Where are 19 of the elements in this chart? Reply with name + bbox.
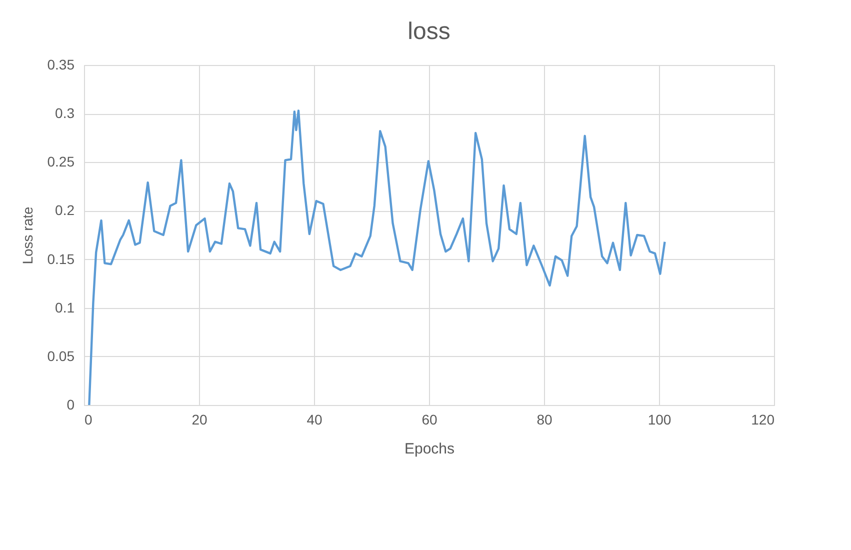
y-tick-label: 0.3: [55, 105, 75, 122]
y-tick-label: 0: [66, 396, 75, 412]
x-tick-label: 20: [192, 412, 208, 428]
line-series: [88, 110, 666, 406]
x-tick-label: 80: [536, 412, 552, 428]
y-tick-label: 0.35: [47, 56, 75, 72]
x-tick-label: 40: [306, 412, 322, 428]
y-tick-label: 0.2: [55, 202, 75, 218]
y-tick-label: 0.15: [47, 250, 75, 267]
x-tick-label: 100: [648, 412, 672, 428]
y-tick-label: 0.05: [47, 348, 75, 364]
y-tick-label: 0.1: [55, 299, 75, 316]
x-tick-label: 60: [422, 412, 438, 428]
y-tick-label: 0.25: [47, 154, 75, 170]
y-axis-title: Loss rate: [19, 206, 36, 264]
chart-title: loss: [408, 18, 450, 45]
x-axis-title: Epochs: [404, 440, 455, 458]
x-tick-label: 0: [84, 412, 92, 428]
x-tick-label: 120: [751, 412, 775, 428]
